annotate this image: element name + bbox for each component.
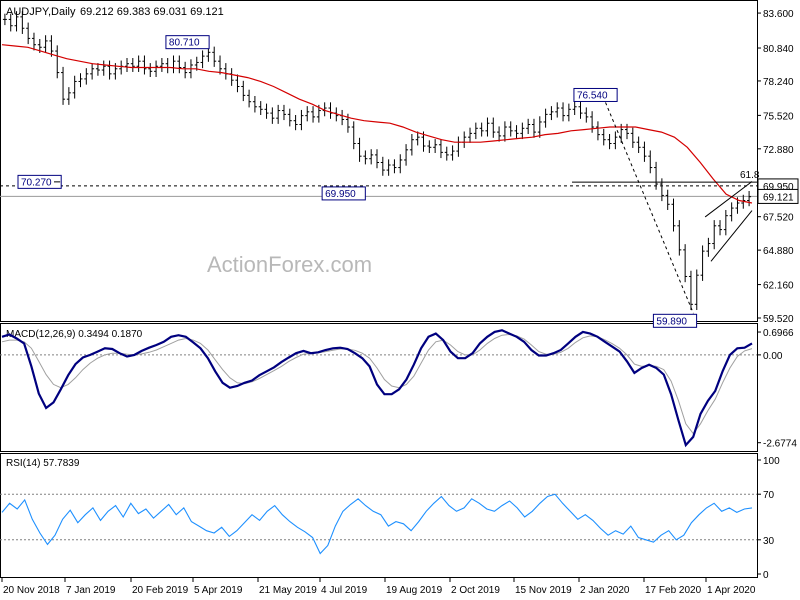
annotation-box bbox=[17, 174, 62, 189]
x-tick-label: 15 Nov 2019 bbox=[515, 585, 572, 596]
rsi-y-axis: 100 70 30 0 bbox=[757, 456, 780, 581]
x-tick-label: 21 May 2019 bbox=[259, 585, 317, 596]
macd-tick-label: -2.6774 bbox=[763, 439, 797, 450]
rsi-tick-label: 30 bbox=[763, 536, 775, 547]
x-tick-label: 2 Jan 2020 bbox=[580, 585, 630, 596]
price-tick-label: 80.840 bbox=[763, 44, 794, 55]
x-tick-label: 7 Jan 2019 bbox=[66, 585, 116, 596]
rsi-line bbox=[1, 493, 753, 555]
macd-y-axis: 0.6966 0.00 -2.6774 bbox=[757, 328, 797, 450]
symbol-label: AUDJPY,Daily bbox=[6, 6, 76, 18]
macd-tick-label: 0.6966 bbox=[763, 328, 794, 339]
macd-title: MACD(12,26,9) 0.3494 0.1870 bbox=[6, 329, 143, 340]
annotation-box bbox=[652, 313, 698, 328]
price-tick-label: 64.880 bbox=[763, 246, 794, 257]
annotation-label: 76.540 bbox=[577, 90, 608, 101]
rsi-title: RSI(14) 57.7839 bbox=[6, 458, 80, 469]
x-axis: 20 Nov 2018 7 Jan 2019 20 Feb 2019 5 Apr 20… bbox=[1, 578, 756, 596]
price-bars bbox=[2, 11, 752, 311]
x-tick-label: 5 Apr 2019 bbox=[194, 585, 243, 596]
current-price-label: 69.950 bbox=[763, 182, 794, 193]
annotation-label: 59.890 bbox=[656, 316, 687, 327]
price-tick-label: 78.240 bbox=[763, 77, 794, 88]
x-tick-label: 19 Aug 2019 bbox=[386, 585, 443, 596]
annotation-box bbox=[573, 87, 618, 102]
channel-upper-line bbox=[704, 181, 753, 218]
moving-average-line bbox=[1, 44, 753, 204]
annotation-label: 69.950 bbox=[325, 189, 356, 200]
current-price-label: 69.121 bbox=[763, 192, 794, 203]
price-tick-label: 83.600 bbox=[763, 9, 794, 20]
price-panel bbox=[0, 0, 758, 322]
channel-lower-line bbox=[710, 210, 753, 262]
rsi-panel bbox=[0, 453, 758, 578]
price-tick-label: 59.520 bbox=[763, 314, 794, 325]
annotation-box bbox=[165, 35, 210, 50]
ohlc-label: 69.212 69.383 69.031 69.121 bbox=[80, 6, 224, 18]
current-price-box bbox=[757, 188, 799, 204]
price-annotations: 80.710 76.540 70.270 69.950 59.890 61.8 bbox=[17, 35, 760, 328]
annotation-label: 70.270 bbox=[21, 177, 52, 188]
price-tick-label: 67.520 bbox=[763, 213, 794, 224]
x-tick-label: 17 Feb 2020 bbox=[645, 585, 702, 596]
price-header: AUDJPY,Daily 69.212 69.383 69.031 69.121 bbox=[6, 6, 224, 18]
price-grid bbox=[0, 185, 757, 197]
macd-line bbox=[1, 329, 753, 448]
x-tick-label: 2 Oct 2019 bbox=[451, 585, 500, 596]
fibo-label: 61.8 bbox=[740, 170, 760, 181]
watermark: ActionForex.com bbox=[207, 252, 372, 277]
rsi-tick-label: 70 bbox=[763, 490, 775, 501]
x-tick-label: 4 Jul 2019 bbox=[321, 585, 368, 596]
rsi-tick-label: 100 bbox=[763, 456, 780, 467]
x-tick-label: 20 Feb 2019 bbox=[132, 585, 189, 596]
x-tick-label: 20 Nov 2018 bbox=[3, 585, 60, 596]
price-tick-label: 62.160 bbox=[763, 281, 794, 292]
price-tick-label: 75.520 bbox=[763, 111, 794, 122]
price-y-axis: 83.60080.84078.24075.52072.88070.24067.5… bbox=[757, 9, 799, 325]
macd-signal-line bbox=[1, 333, 753, 435]
annotation-box bbox=[321, 186, 366, 201]
annotation-label: 80.710 bbox=[169, 38, 200, 49]
rsi-tick-label: 0 bbox=[763, 570, 769, 581]
x-tick-label: 1 Apr 2020 bbox=[707, 585, 756, 596]
fibo-projection-line bbox=[605, 102, 694, 314]
macd-tick-label: 0.00 bbox=[763, 351, 783, 362]
price-tick-label: 72.880 bbox=[763, 145, 794, 156]
